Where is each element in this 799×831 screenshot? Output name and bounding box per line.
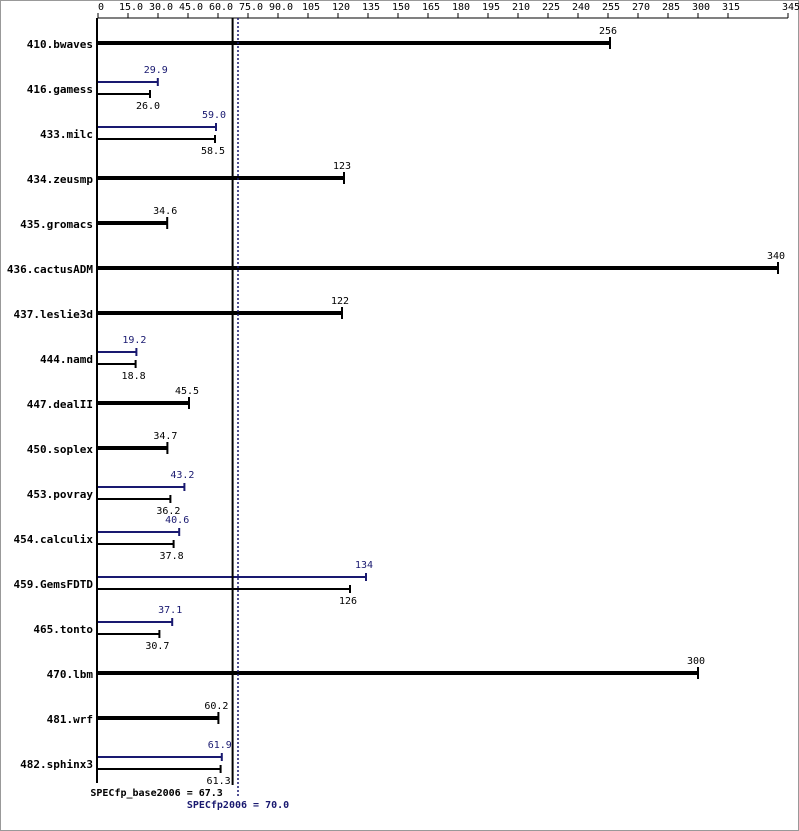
- category-label: 410.bwaves: [27, 38, 93, 51]
- bar: [98, 221, 168, 225]
- x-tick-label: 195: [482, 2, 500, 13]
- value-label: 340: [767, 251, 785, 262]
- x-tick-label: 285: [662, 2, 680, 13]
- value-label: 61.3: [207, 776, 231, 787]
- category-label: 454.calculix: [14, 533, 94, 546]
- bar: [98, 588, 350, 590]
- x-tick-label: 75.0: [239, 2, 263, 13]
- value-label: 34.7: [153, 431, 177, 442]
- bar: [98, 81, 158, 83]
- bar: [98, 126, 216, 128]
- value-label: 45.5: [175, 386, 199, 397]
- x-tick-label: 225: [542, 2, 560, 13]
- category-label: 435.gromacs: [20, 218, 93, 231]
- bar: [98, 756, 222, 758]
- category-label: 416.gamess: [27, 83, 93, 96]
- x-tick-label: 30.0: [149, 2, 173, 13]
- x-tick-label: 165: [422, 2, 440, 13]
- bar: [98, 138, 215, 140]
- x-tick-label: 315: [722, 2, 740, 13]
- bar: [98, 716, 219, 720]
- value-label: 134: [355, 560, 373, 571]
- value-label: 126: [339, 596, 357, 607]
- category-label: 444.namd: [40, 353, 93, 366]
- category-label: 459.GemsFDTD: [14, 578, 94, 591]
- bar: [98, 351, 137, 353]
- x-tick-label: 345: [782, 2, 799, 13]
- bar: [98, 363, 136, 365]
- reference-label: SPECfp2006 = 70.0: [187, 800, 289, 811]
- value-label: 122: [331, 296, 349, 307]
- bar: [98, 446, 168, 450]
- bar: [98, 266, 778, 270]
- x-tick-label: 45.0: [179, 2, 203, 13]
- category-label: 453.povray: [27, 488, 94, 501]
- bar: [98, 311, 342, 315]
- bar: [98, 543, 174, 545]
- category-label: 450.soplex: [27, 443, 94, 456]
- value-label: 43.2: [170, 470, 194, 481]
- category-label: 447.dealII: [27, 398, 93, 411]
- x-tick-label: 0: [98, 2, 104, 13]
- value-label: 29.9: [144, 65, 168, 76]
- category-label: 465.tonto: [33, 623, 93, 636]
- x-tick-label: 150: [392, 2, 410, 13]
- value-label: 61.9: [208, 740, 232, 751]
- x-tick-label: 120: [332, 2, 350, 13]
- category-label: 482.sphinx3: [20, 758, 93, 771]
- value-label: 26.0: [136, 101, 160, 112]
- category-label: 437.leslie3d: [14, 308, 93, 321]
- value-label: 60.2: [204, 701, 228, 712]
- value-label: 300: [687, 656, 705, 667]
- value-label: 19.2: [122, 335, 146, 346]
- x-tick-label: 60.0: [209, 2, 233, 13]
- reference-label: SPECfp_base2006 = 67.3: [90, 788, 222, 799]
- x-tick-label: 105: [302, 2, 320, 13]
- bar: [98, 671, 698, 675]
- x-tick-label: 255: [602, 2, 620, 13]
- category-label: 481.wrf: [47, 713, 93, 726]
- x-tick-label: 300: [692, 2, 710, 13]
- bar: [98, 41, 610, 45]
- bar: [98, 486, 185, 488]
- value-label: 123: [333, 161, 351, 172]
- category-label: 434.zeusmp: [27, 173, 94, 186]
- value-label: 59.0: [202, 110, 226, 121]
- category-label: 433.milc: [40, 128, 93, 141]
- value-label: 40.6: [165, 515, 189, 526]
- value-label: 34.6: [153, 206, 177, 217]
- x-tick-label: 240: [572, 2, 590, 13]
- category-label: 470.lbm: [47, 668, 94, 681]
- bar: [98, 498, 171, 500]
- x-tick-label: 90.0: [269, 2, 293, 13]
- bar: [98, 401, 189, 405]
- value-label: 30.7: [145, 641, 169, 652]
- x-tick-label: 270: [632, 2, 650, 13]
- x-tick-label: 180: [452, 2, 470, 13]
- bar: [98, 531, 180, 533]
- value-label: 256: [599, 26, 617, 37]
- x-tick-label: 210: [512, 2, 530, 13]
- value-label: 58.5: [201, 146, 225, 157]
- value-label: 18.8: [122, 371, 146, 382]
- category-label: 436.cactusADM: [7, 263, 93, 276]
- value-label: 37.1: [158, 605, 182, 616]
- x-tick-label: 135: [362, 2, 380, 13]
- bar: [98, 621, 173, 623]
- bar: [98, 93, 150, 95]
- x-tick-label: 15.0: [119, 2, 143, 13]
- bar: [98, 633, 160, 635]
- value-label: 36.2: [156, 506, 180, 517]
- bar: [98, 768, 221, 770]
- bar: [98, 176, 344, 180]
- value-label: 37.8: [160, 551, 184, 562]
